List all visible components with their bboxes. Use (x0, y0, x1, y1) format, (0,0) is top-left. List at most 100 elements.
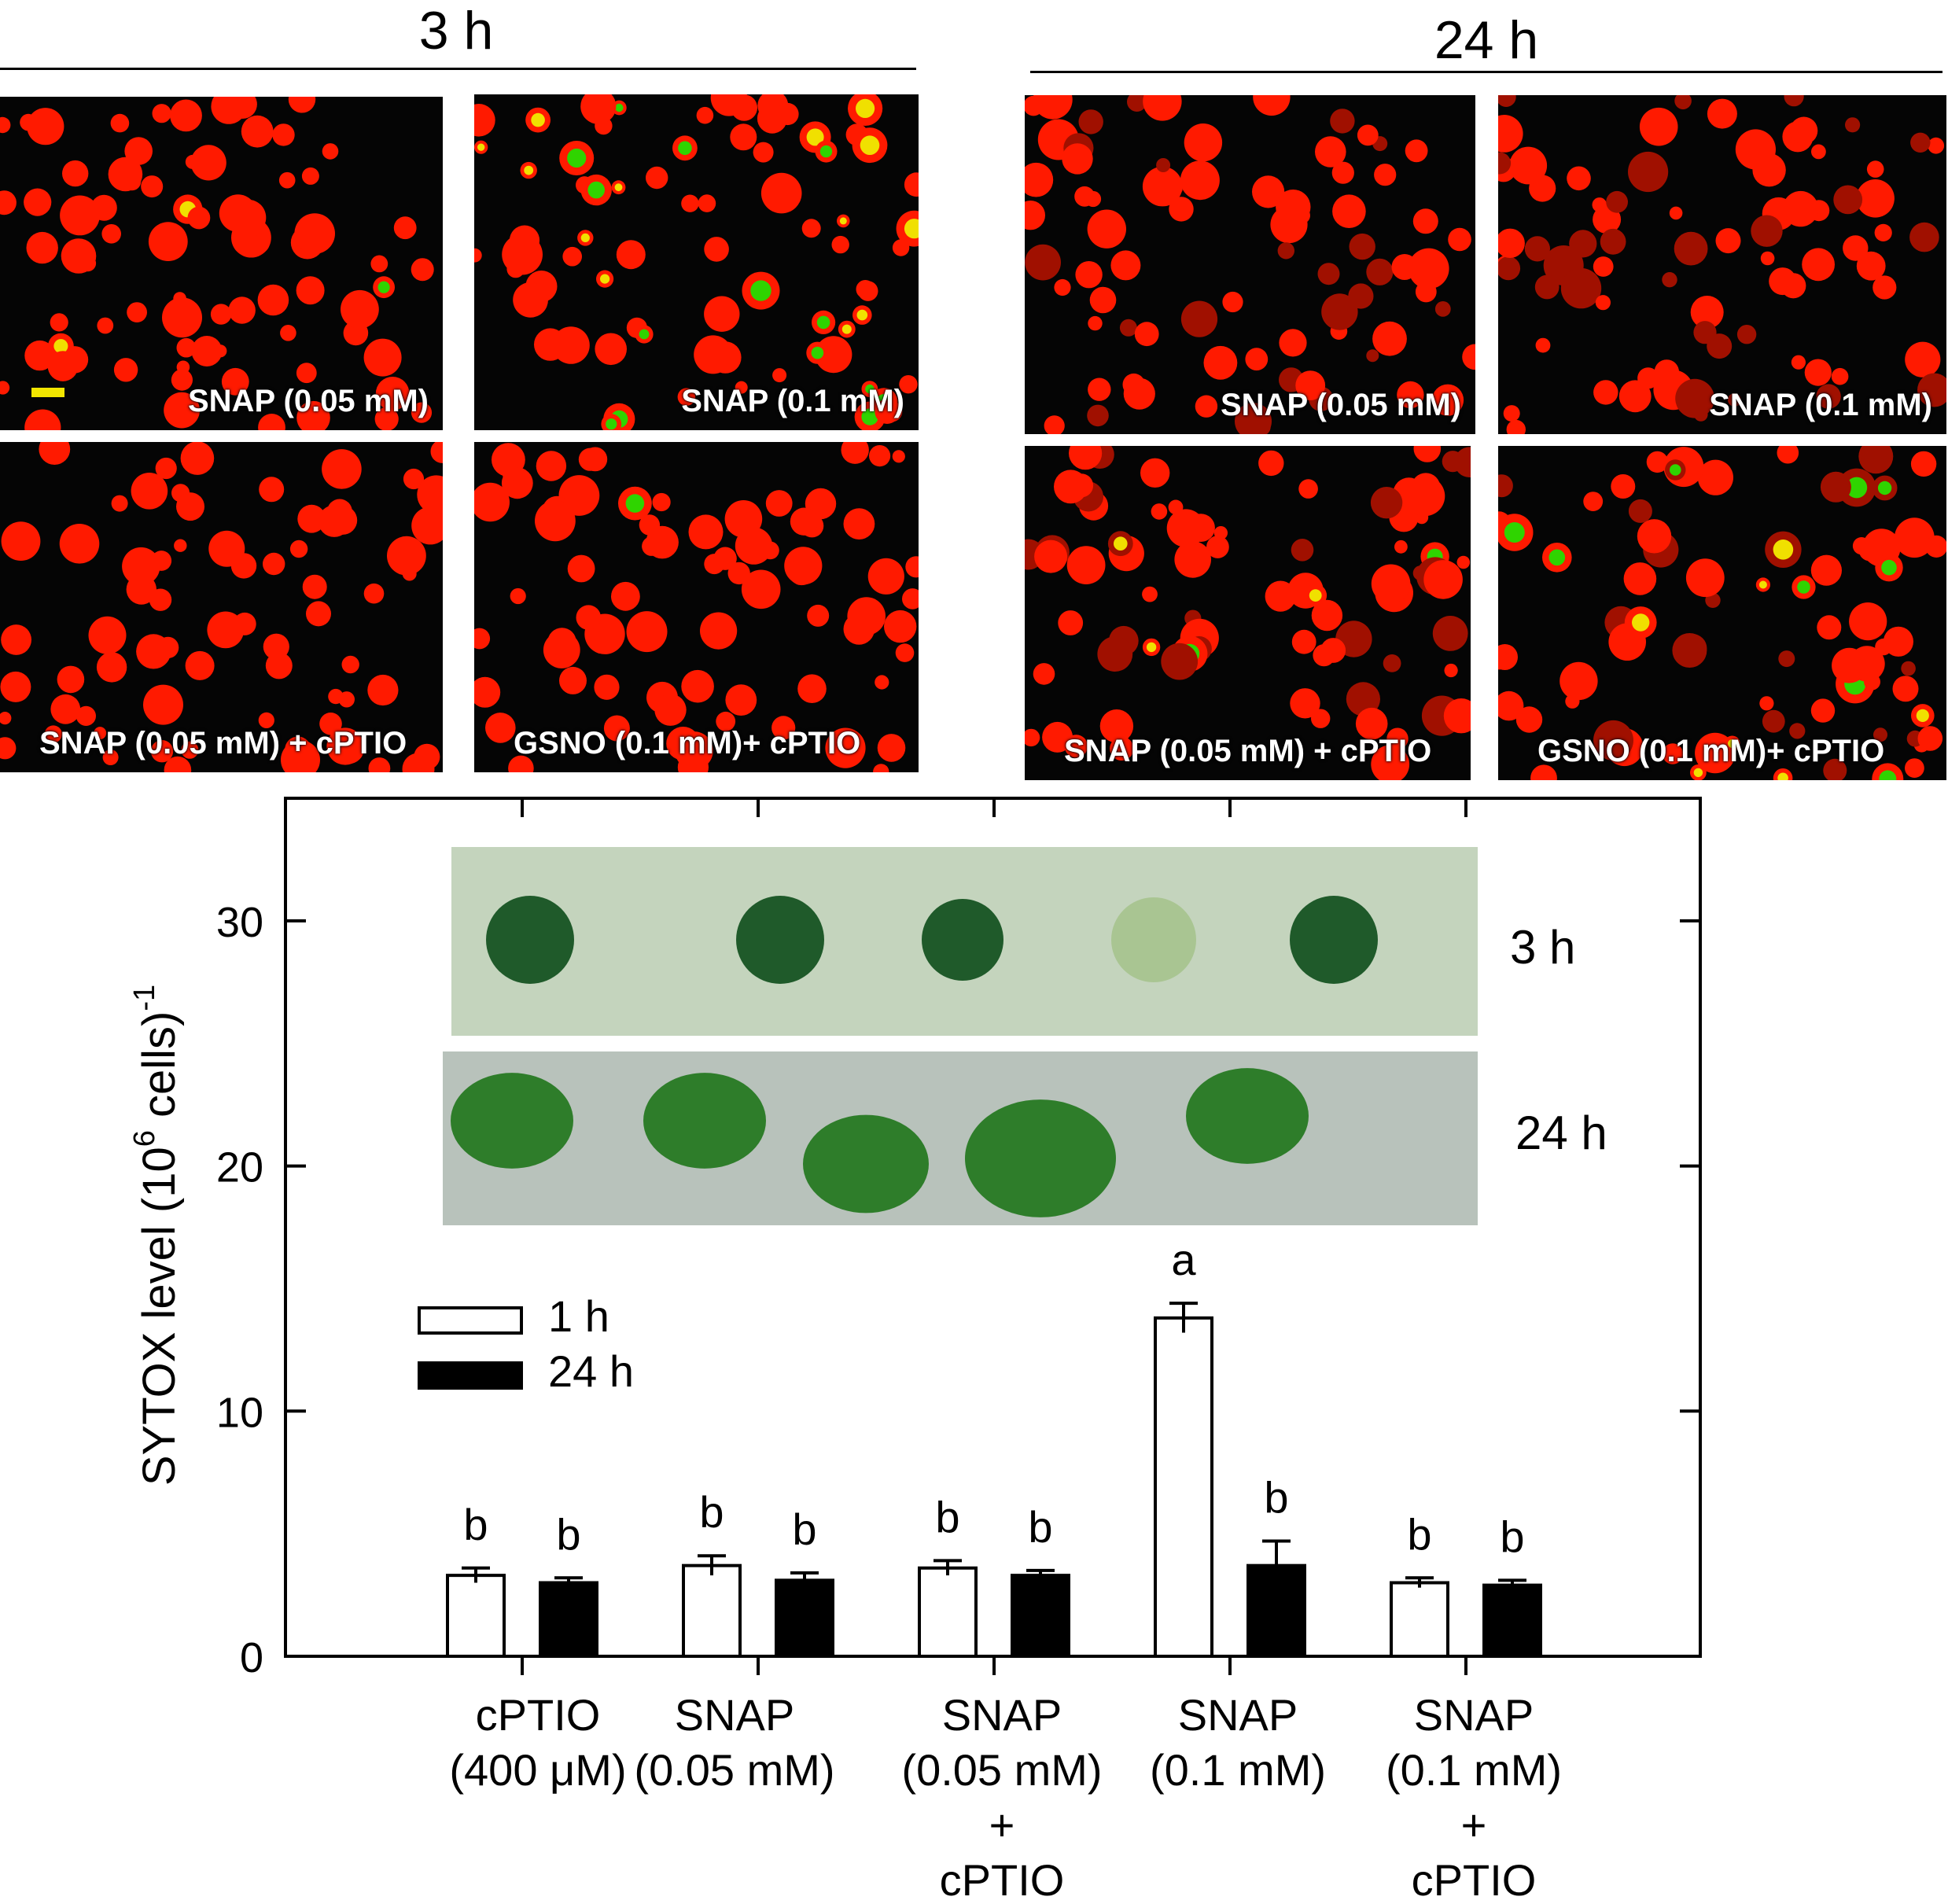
cell (1180, 300, 1218, 337)
cell (1184, 123, 1223, 162)
cell (1777, 446, 1799, 464)
cell (895, 643, 915, 662)
x-category-label: SNAP (1178, 1690, 1298, 1740)
cell (122, 547, 160, 586)
cell (0, 737, 17, 760)
cell (1405, 139, 1428, 163)
cell (1355, 707, 1388, 740)
cell (155, 457, 177, 480)
cell (1062, 143, 1093, 175)
cell (164, 392, 201, 429)
cell (1735, 129, 1776, 170)
cell (1498, 650, 1510, 670)
cell (1567, 166, 1591, 191)
cell-field (474, 442, 919, 772)
cell (180, 442, 215, 475)
cell (39, 442, 71, 465)
cell (1864, 673, 1880, 691)
cell (1374, 164, 1397, 186)
cell (1892, 676, 1919, 702)
plate-label-24h: 24 h (1515, 1107, 1607, 1159)
x-category-label: SNAP (942, 1690, 1062, 1740)
cell (1311, 599, 1343, 632)
cell (297, 504, 326, 533)
stained-cell (1877, 481, 1892, 495)
cell (580, 94, 617, 124)
cell (1166, 509, 1206, 547)
cell (547, 628, 576, 657)
cell (887, 571, 900, 585)
x-category-label: cPTIO (1412, 1855, 1537, 1904)
cell (301, 167, 319, 185)
cell (892, 450, 905, 463)
plate-colonies (451, 1068, 1309, 1217)
cell (1069, 446, 1103, 470)
cell (709, 341, 742, 374)
cell (1151, 503, 1168, 520)
cell (704, 296, 740, 332)
cell (1593, 380, 1618, 405)
micrograph-panel: SNAP (0.1 mM) (1498, 95, 1946, 434)
cell (1366, 258, 1394, 285)
x-category-label: cPTIO (476, 1690, 601, 1740)
cell (190, 145, 226, 181)
cell (1087, 404, 1109, 427)
cell (902, 588, 919, 610)
x-category-label: + (1461, 1800, 1487, 1850)
cell (1119, 319, 1137, 337)
cell (278, 171, 296, 189)
cell (1849, 646, 1885, 682)
stained-cell (1728, 739, 1737, 748)
cell (1685, 558, 1725, 598)
cell (251, 234, 270, 253)
cell (1089, 286, 1117, 314)
cell (374, 407, 399, 430)
cell (187, 206, 211, 230)
cell (1751, 215, 1783, 247)
cell (583, 447, 608, 472)
cell (387, 536, 426, 576)
x-category-label: + (989, 1800, 1015, 1850)
stained-cell (53, 339, 68, 354)
cell (1917, 373, 1946, 407)
stained-cell (614, 183, 623, 192)
cell (508, 755, 534, 772)
cell (1669, 206, 1683, 220)
cell (257, 284, 289, 316)
stained-cell (625, 494, 645, 513)
cell (302, 574, 327, 599)
cell (170, 99, 202, 132)
cell (681, 194, 699, 212)
cell (1831, 367, 1849, 385)
stained-cell (1632, 613, 1650, 632)
cell (760, 172, 802, 214)
cell (857, 281, 878, 301)
stained-cell (816, 315, 830, 330)
cell (1693, 321, 1717, 344)
cell (1415, 281, 1437, 303)
colony (451, 1073, 573, 1169)
x-category-label: cPTIO (940, 1855, 1065, 1904)
cell (1383, 654, 1401, 672)
stained-cell (1114, 536, 1128, 551)
panel-label: SNAP (0.1 mM) (1709, 388, 1932, 422)
cell (281, 740, 320, 772)
significance-letter: b (935, 1492, 959, 1541)
cell (1858, 446, 1894, 474)
plot-frame (284, 797, 1702, 1658)
cell (1672, 633, 1707, 668)
cell (753, 142, 774, 163)
cell-field (1498, 446, 1946, 780)
cell (502, 234, 543, 275)
cell (1371, 745, 1410, 780)
cell (328, 506, 358, 535)
cell (1690, 296, 1724, 329)
cell (1370, 487, 1403, 519)
bar (446, 1574, 506, 1658)
cell (152, 104, 171, 123)
cell (1222, 291, 1243, 313)
cell (474, 248, 482, 263)
legend-label: 1 h (548, 1291, 609, 1341)
micrograph-panel: SNAP (0.05 mM) + cPTIO (1025, 446, 1471, 780)
cell (1122, 373, 1145, 396)
